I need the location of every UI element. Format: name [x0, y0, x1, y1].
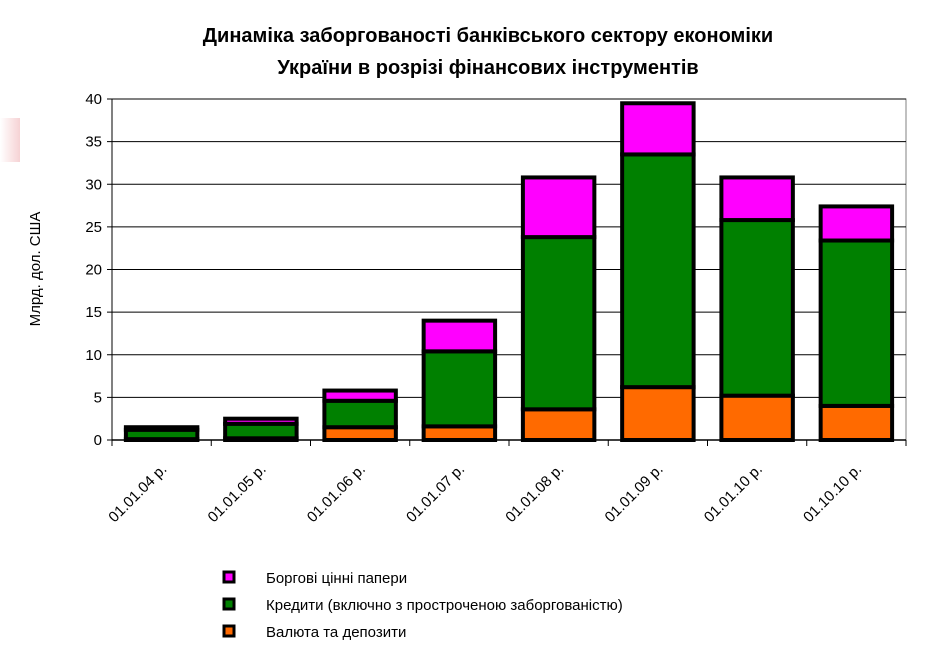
x-tick-label: 01.01.09 р.	[602, 461, 667, 526]
y-tick-label: 40	[85, 91, 102, 108]
bar-segment	[620, 152, 696, 390]
y-axis-label: Млрд. дол. США	[27, 212, 44, 327]
x-tick-label: 01.01.08 р.	[502, 461, 567, 526]
bar-segment	[421, 318, 498, 354]
decorative-accent	[0, 118, 20, 162]
bar-segment	[818, 403, 895, 442]
bar-segment	[520, 175, 597, 240]
x-tick-label: 01.01.04 р.	[105, 461, 170, 526]
y-tick-label: 0	[94, 432, 102, 449]
y-tick-label: 10	[85, 347, 102, 364]
bar-segment	[421, 424, 498, 442]
bar-segment	[322, 398, 398, 430]
chart-title-line-1: Динаміка заборгованості банківського сек…	[203, 25, 773, 47]
x-tick-label: 01.01.05 р.	[205, 461, 270, 526]
bar-segment	[520, 235, 597, 412]
y-tick-label: 35	[85, 134, 102, 151]
bar-segment	[719, 175, 795, 223]
legend-label: Валюта та депозити	[266, 624, 406, 641]
legend-label: Боргові цінні папери	[266, 570, 407, 587]
bar-segment	[520, 407, 597, 442]
bar-segment	[123, 425, 200, 432]
legend-swatch	[222, 597, 236, 611]
y-tick-label: 25	[85, 219, 102, 236]
legend-label: Кредити (включно з простроченою заборгов…	[266, 597, 623, 614]
y-tick-label: 30	[85, 176, 102, 193]
bar-segment	[818, 238, 895, 408]
x-tick-labels: 01.01.04 р. 01.01.05 р. 01.01.06 р. 01.01.0…	[105, 461, 865, 526]
bar-segment	[818, 204, 895, 243]
bar-segment	[620, 101, 696, 157]
bar-segment	[719, 393, 795, 443]
x-tick-label: 01.01.06 р.	[304, 461, 369, 526]
y-tick-label: 15	[85, 304, 102, 321]
bar-segment	[322, 388, 398, 403]
legend-swatch	[222, 624, 236, 638]
x-tick-label: 01.01.10 р.	[701, 461, 766, 526]
legend: Боргові цінні папери Кредити (включно з п…	[222, 570, 623, 641]
bar-segment	[620, 385, 696, 442]
x-tick-label: 01.01.07 р.	[403, 461, 468, 526]
chart-title-line-2: України в розрізі фінансових інструменті…	[277, 57, 698, 79]
x-tick-label: 01.10.10 р.	[800, 461, 865, 526]
y-tick-label: 5	[94, 389, 102, 406]
bar-segment	[223, 416, 299, 426]
bar-segment	[719, 218, 795, 398]
y-tick-labels: 0 5 10 15 20 25 30 35 40	[85, 91, 102, 449]
bar-segment	[421, 349, 498, 429]
y-tick-label: 20	[85, 262, 102, 279]
bar-segment	[223, 421, 299, 441]
gridlines	[111, 98, 907, 441]
legend-swatch	[222, 570, 236, 584]
bars	[123, 101, 895, 443]
axes	[107, 98, 907, 446]
